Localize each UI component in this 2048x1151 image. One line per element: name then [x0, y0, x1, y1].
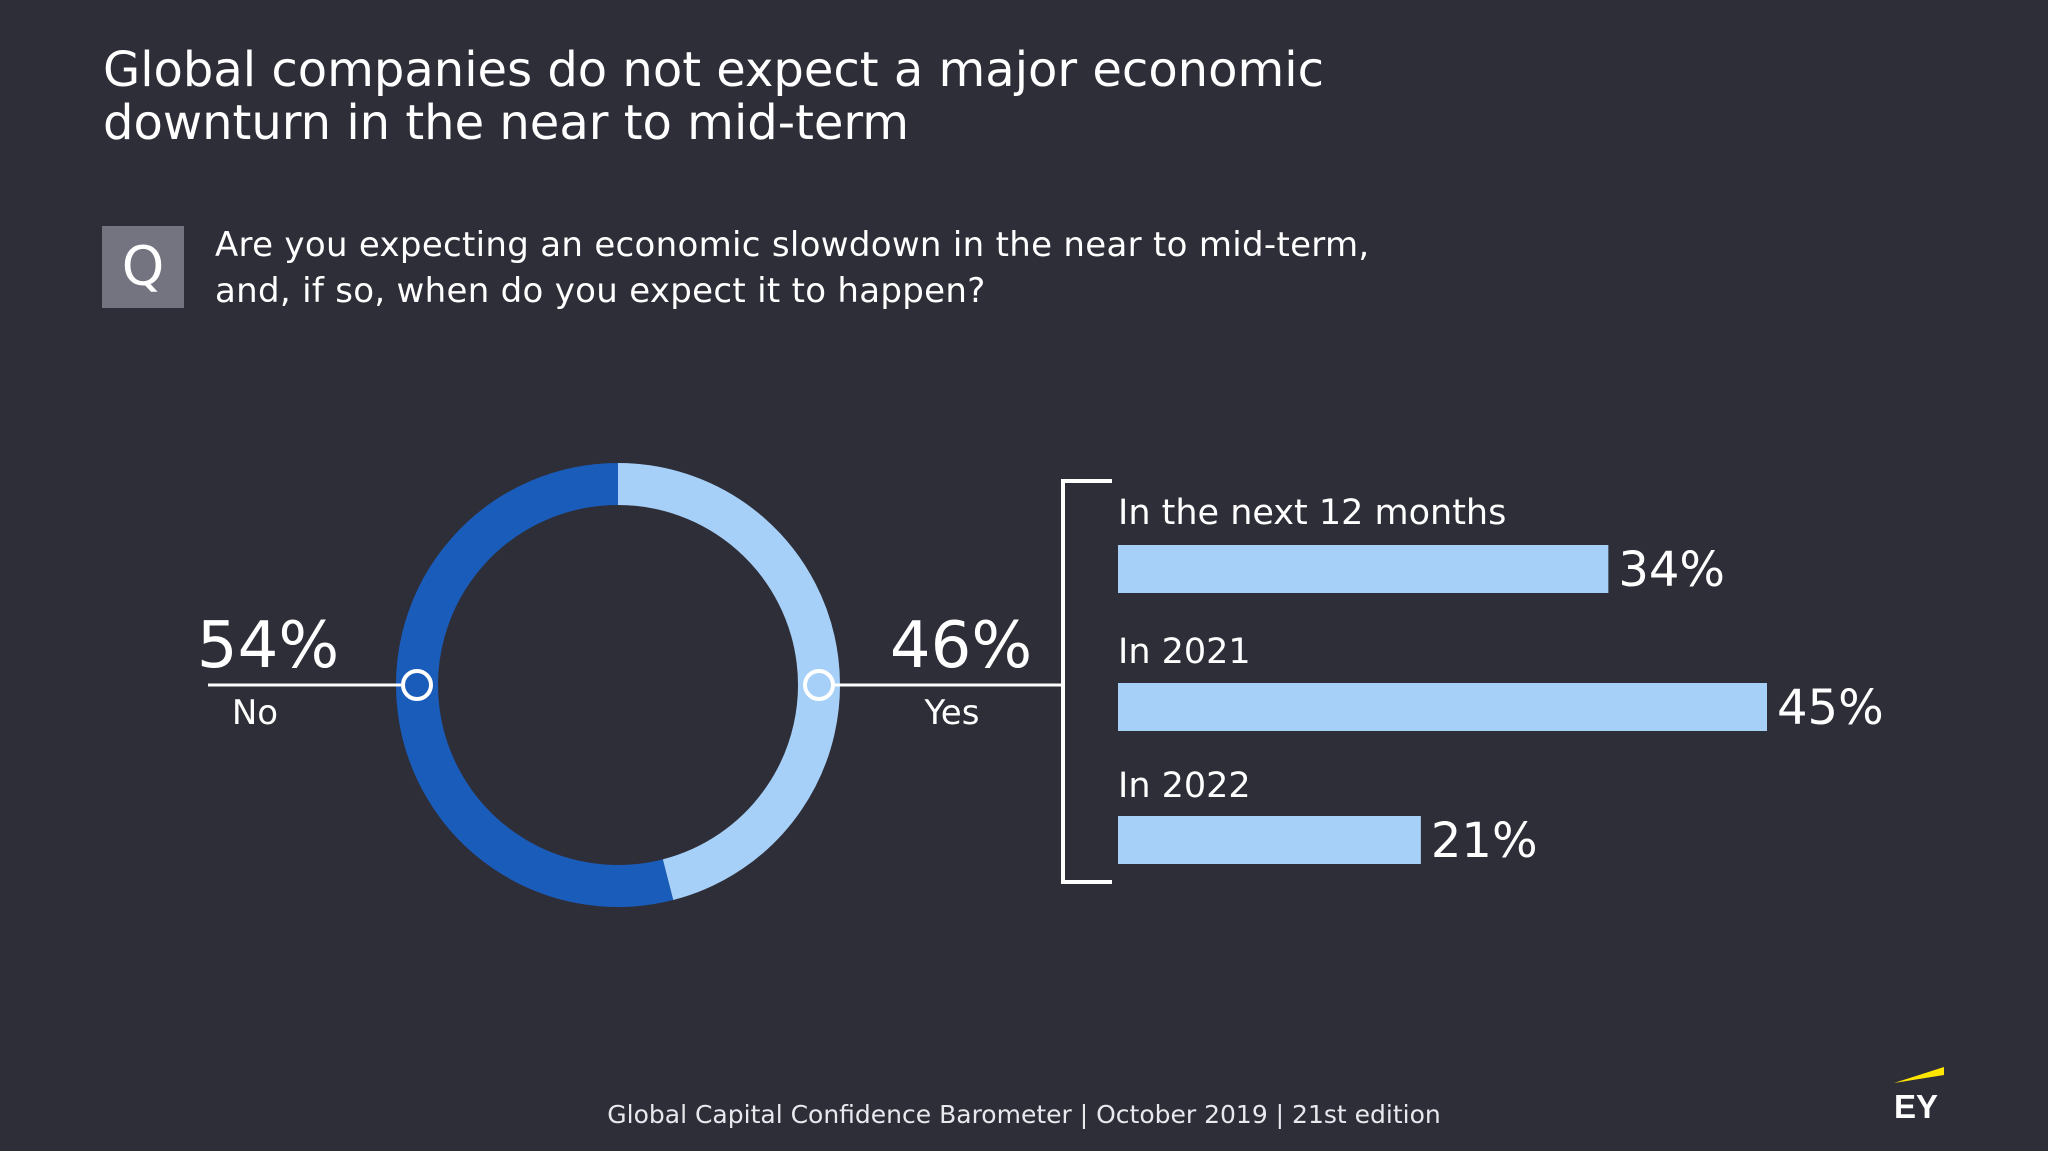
- bar: [1118, 545, 1609, 593]
- label-no-value: 54%: [197, 609, 339, 683]
- question-marker: Q: [102, 226, 184, 308]
- title-line-2: downturn in the near to mid-term: [103, 95, 910, 151]
- bar-category-label: In 2021: [1118, 632, 1251, 672]
- bar-value-label: 21%: [1431, 813, 1538, 869]
- bar: [1118, 816, 1421, 864]
- marker-yes: [803, 669, 835, 701]
- ey-logo: EY: [1894, 1067, 1944, 1124]
- ey-logo-beam: [1894, 1067, 1944, 1083]
- page-title: Global companies do not expect a major e…: [103, 44, 1403, 150]
- title-line-1: Global companies do not expect a major e…: [103, 42, 1324, 98]
- marker-no: [401, 669, 433, 701]
- label-no: No: [232, 693, 278, 733]
- question-line-1: Are you expecting an economic slowdown i…: [215, 225, 1370, 265]
- footer-caption: Global Capital Confidence Barometer | Oc…: [607, 1100, 1441, 1129]
- bar-category-label: In 2022: [1118, 766, 1251, 806]
- bracket: [1061, 479, 1112, 884]
- bar-value-label: 34%: [1618, 542, 1725, 598]
- question-line-2: and, if so, when do you expect it to hap…: [215, 271, 986, 311]
- donut-slice-yes: [617, 463, 840, 901]
- question-text: Are you expecting an economic slowdown i…: [215, 222, 1515, 314]
- bar-value-label: 45%: [1777, 680, 1884, 736]
- bar: [1118, 683, 1767, 731]
- label-yes: Yes: [924, 693, 980, 733]
- donut-slice-no: [396, 463, 674, 907]
- label-yes-value: 46%: [890, 609, 1032, 683]
- ey-logo-text: EY: [1894, 1088, 1938, 1124]
- bar-category-label: In the next 12 months: [1118, 493, 1506, 533]
